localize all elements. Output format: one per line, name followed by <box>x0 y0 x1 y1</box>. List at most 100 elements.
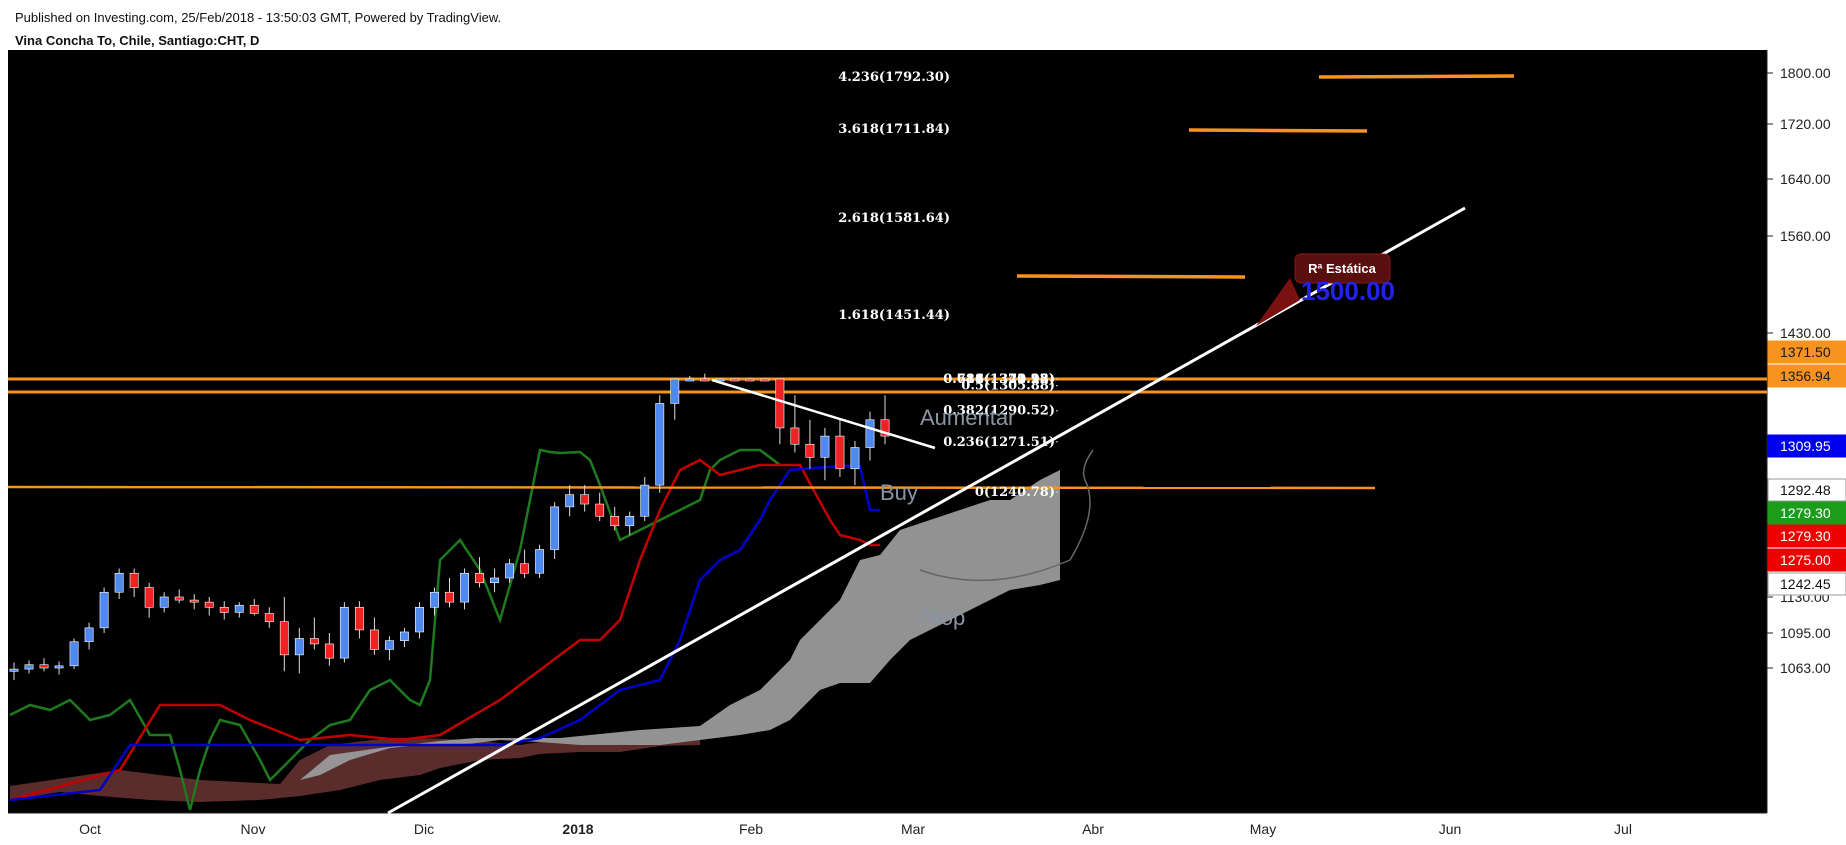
candle <box>309 617 319 650</box>
candle <box>204 597 214 616</box>
candle <box>264 607 274 628</box>
x-tick-label: Nov <box>241 821 266 837</box>
cloud-bullish <box>300 470 1060 780</box>
candle <box>655 395 665 493</box>
tenkan-line <box>9 458 880 802</box>
candle-body <box>550 506 560 550</box>
candle <box>550 502 560 559</box>
x-tick-label: Mar <box>901 821 925 837</box>
candle-body <box>189 599 199 603</box>
candle-body <box>174 596 184 601</box>
callout-box <box>1294 253 1391 284</box>
lagging-span <box>9 448 781 811</box>
candle <box>775 378 785 445</box>
target-line-2 <box>1188 128 1368 133</box>
price-label: 1292.48 <box>1767 478 1846 502</box>
price-label-text: 1279.30 <box>1780 505 1831 521</box>
candle <box>850 440 860 486</box>
candle-body <box>129 572 139 588</box>
price-label-text: 1292.48 <box>1780 482 1831 498</box>
candle-body <box>324 643 334 659</box>
candle-body <box>655 403 665 486</box>
candle <box>354 601 364 639</box>
candle <box>625 511 635 536</box>
candle-body <box>144 587 154 608</box>
kijun-line <box>9 464 880 802</box>
y-tick-label: 1640.00 <box>1780 171 1831 187</box>
price-labels: 1371.50 1356.94 1309.95 1292.48 1279.30 1279.… <box>1767 340 1846 596</box>
fib-level-label: 1.618(1451.44) <box>838 308 950 323</box>
price-label-text: 1279.30 <box>1780 528 1831 544</box>
ichimoku-cloud <box>10 470 1060 802</box>
price-label-bg <box>1767 434 1846 458</box>
candle-body <box>159 596 169 608</box>
candle <box>400 627 409 648</box>
x-tick-label: Abr <box>1082 821 1104 837</box>
callout-pointer <box>1256 278 1300 326</box>
candle-body <box>294 638 304 656</box>
candle-body <box>204 601 214 608</box>
candle-body <box>625 515 635 527</box>
candle-body <box>99 591 109 629</box>
candle <box>39 658 49 672</box>
candle-body <box>820 435 830 458</box>
published-note: Published on Investing.com, 25/Feb/2018 … <box>15 10 502 25</box>
candle-body <box>354 606 364 631</box>
x-tick-label: Jun <box>1439 821 1462 837</box>
candle <box>580 485 590 512</box>
candle-body <box>84 627 94 643</box>
candle <box>294 627 304 674</box>
candle <box>249 599 259 616</box>
candle-body <box>24 664 34 670</box>
candle <box>760 378 770 382</box>
candle-body <box>54 665 64 669</box>
trend-lines <box>387 206 1466 815</box>
price-label-bg <box>1767 524 1846 548</box>
candle-body <box>670 378 680 404</box>
price-label: 1242.45 <box>1767 572 1846 596</box>
candle-body <box>415 606 424 633</box>
fib-level-label: 0.618(1321.25) <box>943 372 1055 387</box>
candle <box>54 661 64 675</box>
candle-body <box>700 378 710 382</box>
price-label-text: 1356.94 <box>1780 368 1831 384</box>
candle <box>640 476 650 521</box>
candle-body <box>445 591 454 603</box>
candle-body <box>69 641 79 667</box>
candle <box>174 589 184 604</box>
y-tick-label: 1063.00 <box>1780 660 1831 676</box>
price-label: 1275.00 <box>1767 548 1846 572</box>
time-axis-bg <box>0 813 1846 845</box>
aumentar-note: Aumentar <box>920 405 1015 430</box>
candle-body <box>234 604 244 613</box>
candle-body <box>595 503 605 517</box>
x-tick-label: Jul <box>1614 821 1632 837</box>
candle <box>820 427 830 481</box>
candle <box>475 557 484 588</box>
candle <box>69 638 79 670</box>
fibonacci-levels: 4.236(1792.30) 3.618(1711.84) 2.618(1581.6… <box>838 70 1060 500</box>
price-label: 1356.94 <box>1767 364 1846 388</box>
descending-trendline <box>711 378 936 450</box>
x-tick-label: Oct <box>79 821 101 837</box>
x-tick-label: Feb <box>739 821 763 837</box>
price-label-bg <box>1767 340 1846 364</box>
candle <box>430 587 439 616</box>
candle <box>745 378 755 382</box>
support-line <box>7 485 1376 490</box>
candle <box>610 506 620 531</box>
candle <box>144 582 154 618</box>
horizontal-levels <box>7 74 1767 490</box>
price-label-bg <box>1767 501 1846 525</box>
candle-body <box>114 572 124 593</box>
candle-body <box>835 435 845 470</box>
cloud-bearish <box>10 736 700 802</box>
candle-body <box>385 640 394 650</box>
target-line-1 <box>1016 274 1246 279</box>
candle-body <box>580 494 590 505</box>
candle <box>445 578 454 608</box>
y-tick-label: 1720.00 <box>1780 116 1831 132</box>
candle <box>84 622 94 650</box>
candle <box>805 419 815 469</box>
